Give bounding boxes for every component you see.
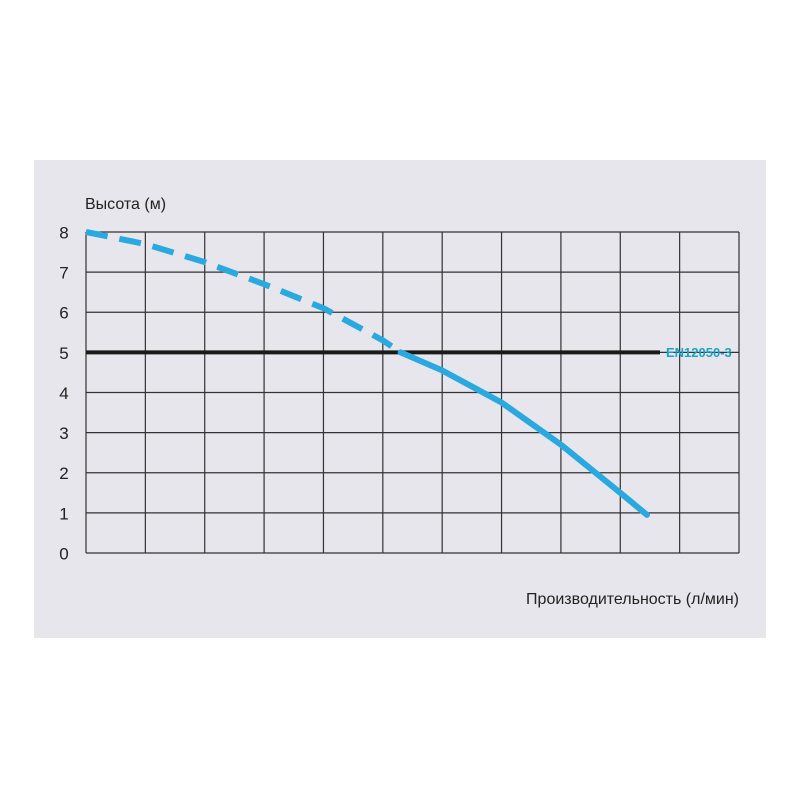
y-tick-label: 8 xyxy=(59,223,68,242)
y-tick-label: 0 xyxy=(59,544,68,563)
y-tick-label: 7 xyxy=(59,264,68,283)
y-tick-label: 6 xyxy=(59,304,68,323)
y-tick-label: 5 xyxy=(59,344,68,363)
y-tick-label: 2 xyxy=(59,464,68,483)
curve xyxy=(85,229,403,355)
reference-label: EN12050-3 xyxy=(666,345,732,360)
y-axis-title: Высота (м) xyxy=(85,196,166,213)
y-tick-label: 3 xyxy=(59,424,68,443)
curve xyxy=(397,349,650,518)
x-axis-title: Производительность (л/мин) xyxy=(526,591,739,608)
y-tick-label: 1 xyxy=(59,504,68,523)
panel xyxy=(34,160,766,638)
y-tick-label: 4 xyxy=(59,384,68,403)
